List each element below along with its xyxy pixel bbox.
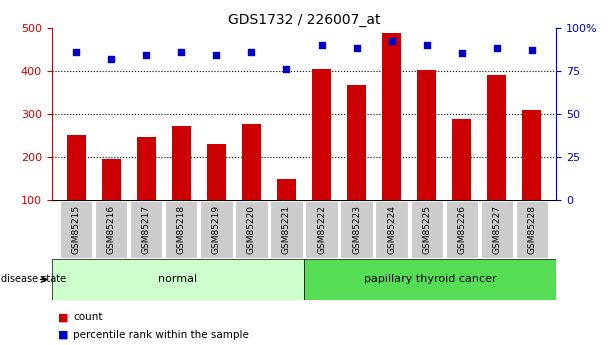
Text: GSM85226: GSM85226	[457, 205, 466, 254]
Text: GSM85225: GSM85225	[422, 205, 431, 254]
Text: GSM85228: GSM85228	[527, 205, 536, 254]
FancyBboxPatch shape	[516, 201, 548, 258]
Text: ■: ■	[58, 313, 68, 322]
Text: papillary thyroid cancer: papillary thyroid cancer	[364, 275, 497, 284]
Title: GDS1732 / 226007_at: GDS1732 / 226007_at	[228, 12, 380, 27]
Bar	[66, 136, 86, 200]
Point	[422, 42, 432, 48]
Bar	[207, 144, 226, 200]
Bar	[522, 110, 542, 200]
Bar	[102, 159, 121, 200]
Text: GSM85219: GSM85219	[212, 205, 221, 254]
Bar	[452, 119, 471, 200]
Text: GSM85222: GSM85222	[317, 205, 326, 254]
FancyBboxPatch shape	[480, 201, 513, 258]
Text: GSM85218: GSM85218	[177, 205, 186, 254]
Point	[282, 66, 291, 72]
Point	[247, 49, 257, 55]
FancyBboxPatch shape	[95, 201, 128, 258]
Text: count: count	[73, 313, 103, 322]
FancyBboxPatch shape	[446, 201, 478, 258]
Text: normal: normal	[158, 275, 198, 284]
Text: GSM85224: GSM85224	[387, 205, 396, 254]
FancyBboxPatch shape	[305, 201, 337, 258]
Point	[71, 49, 81, 55]
Point	[212, 52, 221, 58]
Bar	[417, 70, 437, 200]
Text: GSM85215: GSM85215	[72, 205, 81, 254]
Point	[106, 56, 116, 61]
Bar	[137, 137, 156, 200]
Point	[492, 46, 502, 51]
Point	[457, 51, 466, 56]
Bar	[382, 33, 401, 200]
Text: disease state: disease state	[1, 275, 66, 284]
FancyBboxPatch shape	[52, 259, 304, 300]
FancyBboxPatch shape	[340, 201, 373, 258]
Point	[527, 47, 537, 53]
Point	[317, 42, 326, 48]
FancyBboxPatch shape	[130, 201, 162, 258]
FancyBboxPatch shape	[200, 201, 232, 258]
Text: GSM85223: GSM85223	[352, 205, 361, 254]
Point	[351, 46, 361, 51]
Bar	[487, 76, 506, 200]
Text: GSM85216: GSM85216	[107, 205, 116, 254]
FancyBboxPatch shape	[60, 201, 92, 258]
Point	[142, 52, 151, 58]
FancyBboxPatch shape	[304, 259, 556, 300]
Point	[387, 39, 396, 44]
Text: GSM85227: GSM85227	[492, 205, 501, 254]
FancyBboxPatch shape	[376, 201, 408, 258]
Bar	[312, 69, 331, 200]
Text: GSM85221: GSM85221	[282, 205, 291, 254]
FancyBboxPatch shape	[235, 201, 268, 258]
Text: GSM85220: GSM85220	[247, 205, 256, 254]
Text: percentile rank within the sample: percentile rank within the sample	[73, 330, 249, 339]
Text: GSM85217: GSM85217	[142, 205, 151, 254]
Bar	[347, 86, 366, 200]
FancyBboxPatch shape	[410, 201, 443, 258]
FancyBboxPatch shape	[271, 201, 303, 258]
Bar	[277, 179, 296, 200]
Bar	[171, 126, 191, 200]
Text: ■: ■	[58, 330, 68, 339]
FancyBboxPatch shape	[165, 201, 198, 258]
Point	[176, 49, 186, 55]
Bar	[242, 124, 261, 200]
